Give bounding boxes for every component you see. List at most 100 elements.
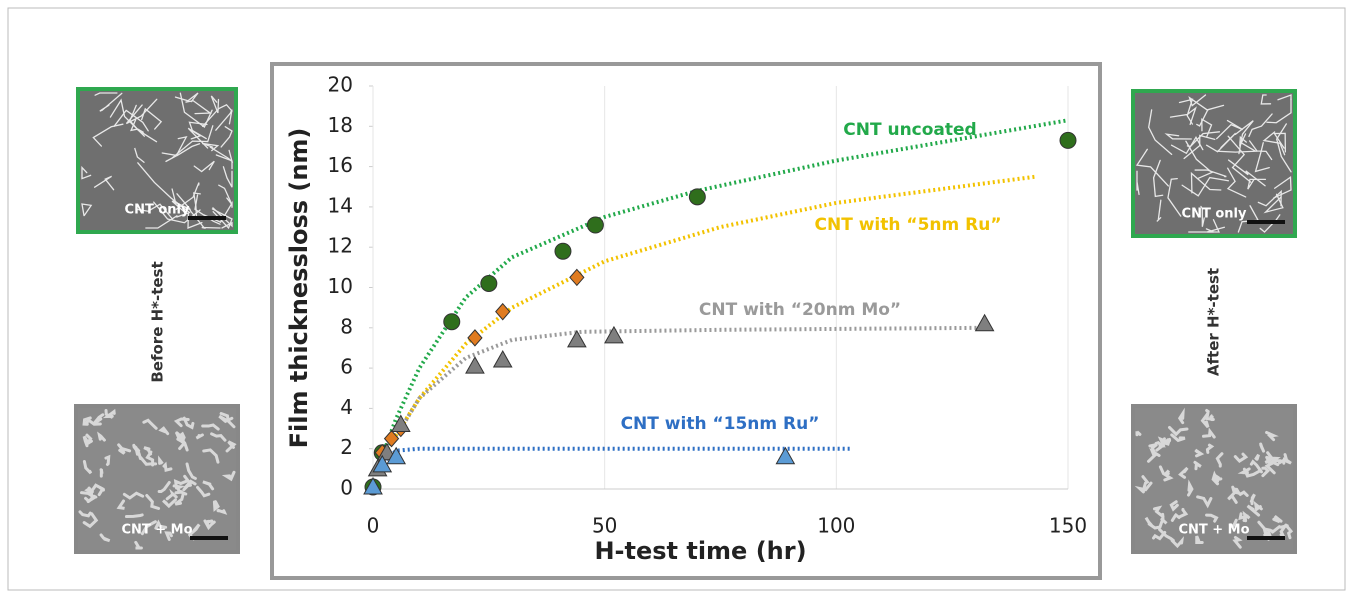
marker — [383, 429, 400, 448]
x-axis-title: H-test time (hr) — [594, 537, 806, 565]
sem-texture — [185, 462, 197, 480]
sem-texture — [158, 426, 170, 436]
y-tick-label: 10 — [328, 274, 353, 298]
scale-bar — [188, 216, 226, 220]
sem-texture — [1279, 523, 1288, 539]
sem-texture — [1196, 104, 1225, 127]
image-caption: CNT + Mo — [1178, 523, 1249, 538]
sem-texture — [1178, 507, 1189, 519]
sem-texture — [1249, 459, 1263, 474]
sem-texture — [99, 92, 123, 112]
sem-texture — [99, 533, 111, 543]
sem-texture — [1188, 94, 1209, 111]
sem-texture — [1254, 453, 1260, 461]
sem-texture — [1205, 132, 1237, 153]
sem-texture — [1227, 159, 1266, 187]
sem-texture — [1215, 452, 1224, 468]
panel-label: After H*-test — [1205, 268, 1223, 376]
y-tick-label: 8 — [340, 314, 353, 338]
sem-texture — [1272, 515, 1283, 524]
sem-texture — [201, 142, 220, 152]
sem-texture — [1263, 193, 1284, 214]
sem-texture — [1216, 141, 1258, 153]
sem-texture — [1168, 425, 1189, 437]
sem-texture — [93, 175, 115, 191]
sem-texture — [202, 480, 215, 491]
series-label: CNT with “5nm Ru” — [815, 215, 1002, 235]
sem-texture — [189, 523, 201, 536]
sem-texture — [1264, 451, 1275, 464]
sem-texture — [1154, 441, 1167, 448]
sem-texture — [176, 211, 203, 229]
y-tick-label: 2 — [340, 435, 353, 459]
sem-texture — [165, 488, 178, 501]
sem-texture — [192, 192, 201, 220]
sem-texture — [210, 432, 227, 442]
sem-texture — [1284, 523, 1294, 540]
sem-texture — [171, 193, 191, 214]
sem-texture — [1170, 512, 1181, 522]
sem-texture — [1205, 443, 1215, 454]
sem-texture — [1231, 485, 1242, 496]
sem-texture — [134, 540, 143, 550]
sem-texture — [1227, 135, 1252, 183]
marker — [974, 313, 995, 332]
sem-texture — [145, 493, 161, 510]
sem-texture — [1152, 159, 1164, 198]
sem-texture — [1158, 465, 1174, 482]
sem-texture — [220, 126, 233, 148]
sem-texture — [1216, 119, 1244, 140]
sem-texture — [1167, 177, 1182, 217]
sem-texture — [171, 125, 214, 159]
sem-texture — [202, 448, 220, 464]
sem-texture — [1185, 140, 1214, 179]
sem-texture — [157, 481, 171, 494]
sem-texture — [1237, 467, 1251, 475]
sem-texture — [1278, 457, 1287, 465]
sem-texture — [1187, 479, 1194, 497]
sem-texture — [1271, 524, 1289, 534]
sem-texture — [82, 435, 90, 448]
sem-texture — [82, 459, 93, 475]
sem-texture — [212, 500, 220, 512]
sem-texture — [82, 416, 92, 426]
sem-texture — [1195, 535, 1204, 545]
sem-texture — [194, 194, 221, 225]
sem-texture — [137, 203, 173, 220]
x-tick-label: 0 — [367, 514, 380, 538]
scale-bar — [1247, 220, 1285, 224]
sem-texture — [80, 491, 98, 504]
sem-texture — [102, 408, 116, 419]
sem-texture — [1170, 536, 1184, 549]
sem-texture — [142, 418, 158, 430]
sem-texture — [193, 160, 215, 173]
sem-texture — [139, 456, 158, 466]
sem-texture — [1257, 189, 1282, 207]
trend-line — [380, 325, 985, 460]
y-tick-label: 12 — [328, 234, 353, 258]
sem-texture — [1248, 113, 1273, 138]
sem-texture — [1169, 106, 1197, 126]
sem-texture — [1148, 442, 1158, 457]
image-caption: CNT + Mo — [121, 523, 192, 538]
sem-texture — [1226, 167, 1247, 198]
sem-texture — [1164, 133, 1192, 140]
sem-texture — [225, 440, 237, 453]
sem-texture — [174, 92, 199, 103]
sem-texture — [1163, 437, 1171, 446]
sem-texture — [164, 531, 173, 541]
chart-box — [270, 62, 1102, 580]
sem-texture — [210, 95, 220, 114]
sem-texture — [1254, 142, 1270, 173]
sem-texture — [1233, 452, 1249, 463]
sem-texture — [201, 423, 220, 431]
sem-texture — [222, 166, 233, 188]
sem-texture — [182, 474, 193, 492]
sem-texture — [1275, 123, 1292, 173]
series-label: CNT with “20nm Mo” — [699, 300, 901, 320]
sem-texture — [92, 123, 124, 147]
sem-image — [1131, 89, 1297, 238]
sem-texture — [85, 418, 102, 426]
sem-texture — [1152, 505, 1165, 518]
